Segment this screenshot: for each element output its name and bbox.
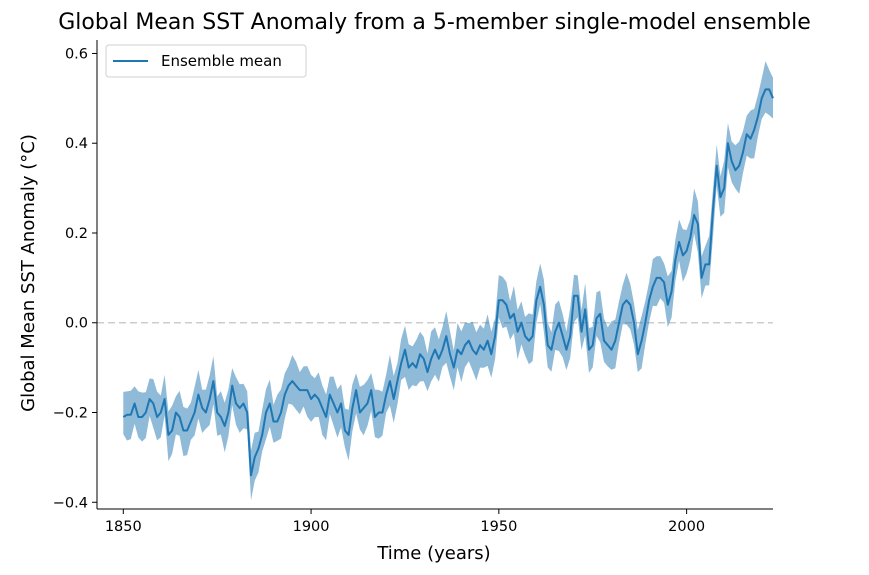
x-tick-label: 1850 — [105, 519, 142, 535]
chart-title: Global Mean SST Anomaly from a 5-member … — [58, 10, 811, 35]
y-tick-label: 0.6 — [65, 46, 88, 62]
legend-frame — [105, 44, 307, 78]
legend: Ensemble mean — [105, 44, 307, 78]
plot-area — [97, 61, 774, 501]
x-tick-label: 1950 — [480, 519, 517, 535]
y-tick-label: 0.4 — [65, 136, 88, 152]
y-tick-label: 0.2 — [65, 226, 88, 242]
x-tick-label: 1900 — [293, 519, 330, 535]
y-tick-label: 0.0 — [65, 316, 88, 332]
x-axis-label: Time (years) — [376, 543, 490, 564]
y-tick-label: −0.2 — [53, 406, 88, 422]
y-axis-label: Global Mean SST Anomaly (°C) — [18, 134, 39, 412]
ensemble-mean-line — [122, 88, 774, 477]
legend-label-ensemble-mean: Ensemble mean — [161, 52, 282, 70]
x-tick-label: 2000 — [668, 519, 705, 535]
y-tick-label: −0.4 — [53, 495, 88, 511]
ensemble-spread-band — [123, 61, 774, 501]
y-axis-ticks: −0.4 −0.2 0.0 0.2 0.4 0.6 — [53, 46, 97, 511]
x-axis-ticks: 1850 1900 1950 2000 — [105, 509, 705, 535]
